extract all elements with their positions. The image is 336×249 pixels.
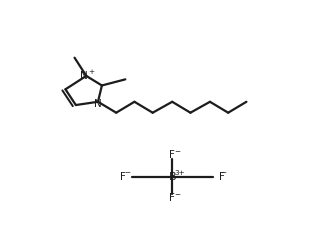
Text: F: F (120, 172, 126, 182)
Text: −: − (174, 192, 180, 198)
Text: F: F (169, 150, 175, 160)
Text: −: − (124, 170, 130, 176)
Text: F: F (219, 172, 225, 182)
Text: N: N (80, 71, 88, 81)
Text: 3+: 3+ (174, 171, 185, 177)
Text: −: − (220, 170, 226, 176)
Text: +: + (88, 69, 94, 75)
Text: F: F (169, 193, 175, 203)
Text: N: N (94, 99, 102, 109)
Text: −: − (174, 149, 180, 155)
Text: B: B (168, 172, 176, 182)
